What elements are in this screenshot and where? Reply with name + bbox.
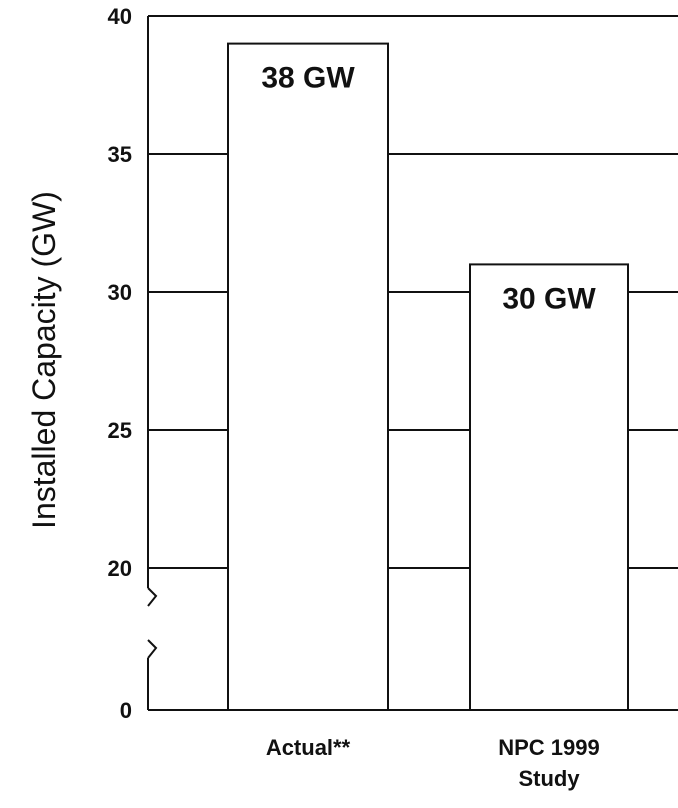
category-label-line: NPC 1999: [498, 735, 600, 760]
category-label-1: Actual**: [266, 735, 351, 760]
category-label-2: NPC 1999 Study: [498, 735, 600, 791]
labels: 0 20 25 30 35 40 38 GW 30 GW Actual** NPC 1999 Stu…: [108, 4, 600, 791]
category-label-line: Study: [518, 766, 580, 791]
y-tick-label-20: 20: [108, 556, 132, 581]
y-tick-label-30: 30: [108, 280, 132, 305]
bar-1: [227, 42, 389, 712]
category-label-line: Actual**: [266, 735, 351, 760]
data-label-1: 38 GW: [261, 62, 355, 95]
y-tick-label-0: 0: [120, 698, 132, 723]
axis-break-mark-lower: [147, 639, 158, 659]
axis-break-mark-upper: [147, 587, 158, 607]
bar-2: [469, 263, 629, 711]
y-tick-label-40: 40: [108, 4, 132, 29]
y-tick-label-35: 35: [108, 142, 132, 167]
y-axis-label: Installed Capacity (GW): [26, 191, 62, 529]
y-axis: [147, 15, 678, 710]
y-tick-label-25: 25: [108, 418, 132, 443]
bars: [227, 42, 629, 712]
data-label-2: 30 GW: [502, 282, 596, 315]
